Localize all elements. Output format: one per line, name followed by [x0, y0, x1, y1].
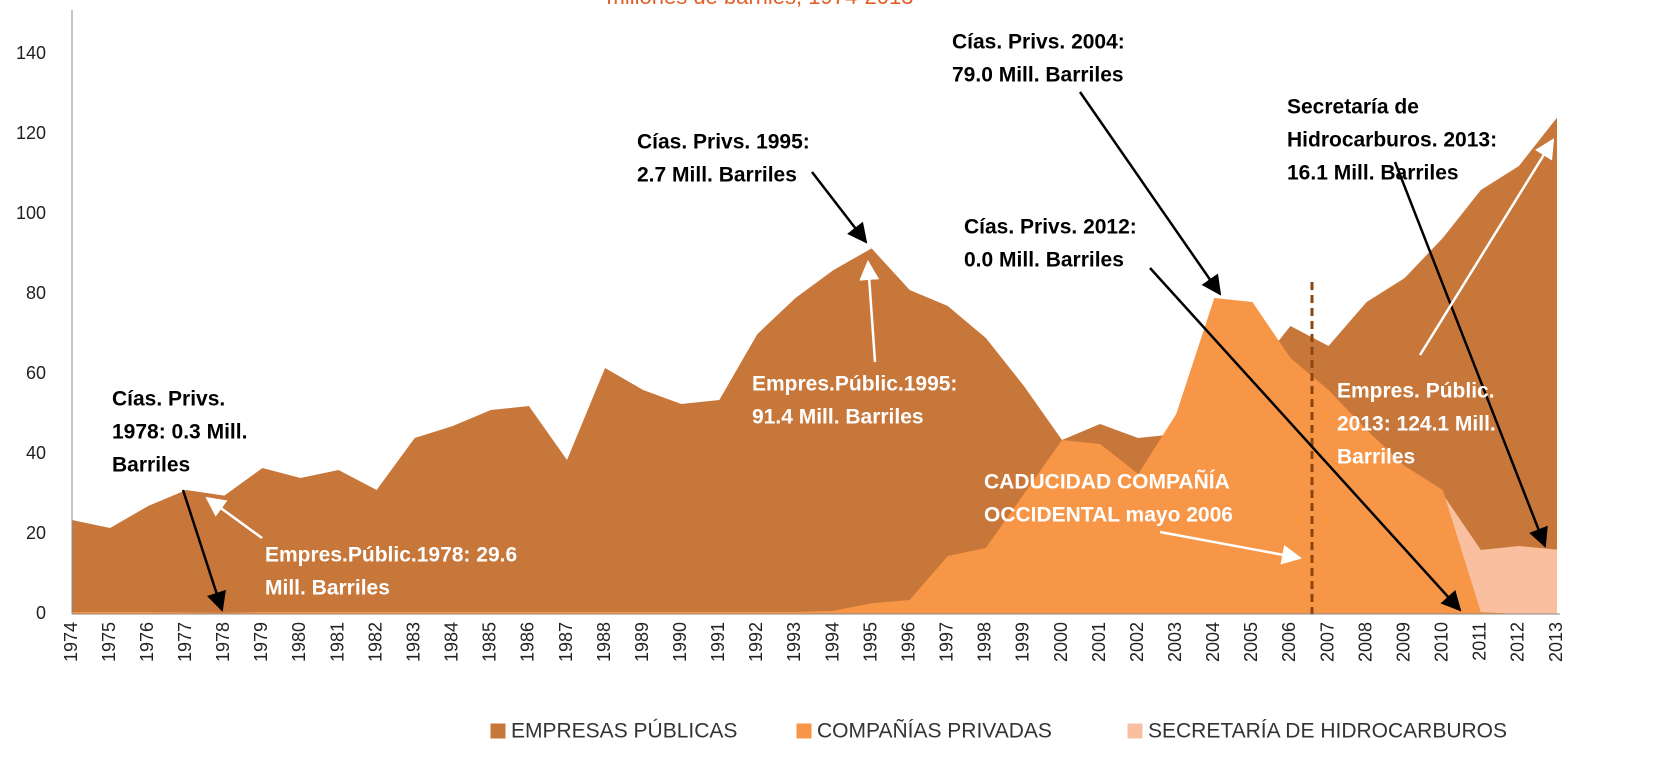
annotation: Cías. Privs. [112, 388, 225, 411]
x-tick-label: 2001 [1089, 622, 1109, 662]
x-tick-label: 2013 [1546, 622, 1566, 662]
x-tick-label: 1995 [860, 622, 880, 662]
x-tick-label: 1983 [403, 622, 423, 662]
annotation: Barriles [1337, 446, 1415, 469]
legend-label: COMPAÑÍAS PRIVADAS [817, 719, 1052, 743]
x-tick-label: 1993 [784, 622, 804, 662]
legend-swatch [796, 723, 812, 739]
x-tick-label: 1992 [746, 622, 766, 662]
annotation: Mill. Barriles [265, 577, 390, 600]
x-tick-label: 1976 [137, 622, 157, 662]
x-tick-label: 1978 [213, 622, 233, 662]
annotation: Cías. Privs. 2004: [952, 31, 1125, 54]
chart-subtitle: millones de barriles, 1974-2013 [607, 0, 914, 9]
legend-label: SECRETARÍA DE HIDROCARBUROS [1148, 720, 1507, 743]
annotation: 16.1 Mill. Barriles [1287, 162, 1459, 185]
plot-area [72, 118, 1557, 614]
y-tick-label: 60 [26, 363, 46, 383]
y-tick-label: 120 [16, 123, 46, 143]
y-tick-label: 40 [26, 443, 46, 463]
x-tick-label: 1999 [1013, 622, 1033, 662]
x-tick-label: 1988 [594, 622, 614, 662]
annotation: 0.0 Mill. Barriles [964, 249, 1124, 272]
x-tick-label: 1980 [289, 622, 309, 662]
annotation: Cías. Privs. 2012: [964, 216, 1137, 239]
x-tick-label: 1997 [937, 622, 957, 662]
annotation: 2.7 Mill. Barriles [637, 164, 797, 187]
x-tick-label: 1986 [518, 622, 538, 662]
x-tick-label: 1977 [175, 622, 195, 662]
x-tick-label: 2011 [1470, 622, 1490, 661]
legend-swatch [490, 723, 506, 739]
y-tick-label: 0 [36, 603, 46, 623]
x-tick-label: 1981 [327, 622, 347, 662]
x-tick-label: 2004 [1203, 622, 1223, 662]
x-tick-label: 1982 [365, 622, 385, 662]
x-tick-label: 1994 [822, 622, 842, 662]
x-tick-label: 1975 [99, 622, 119, 662]
annotation: 2013: 124.1 Mill. [1337, 413, 1496, 436]
x-tick-label: 1996 [898, 622, 918, 662]
arrow [812, 172, 866, 242]
x-tick-label: 2002 [1127, 622, 1147, 662]
x-tick-label: 2009 [1393, 622, 1413, 662]
chart: millones de barriles, 1974-2013 0 20 40 60 8… [0, 0, 1671, 762]
y-tick-label: 100 [16, 203, 46, 223]
x-tick-label: 2005 [1241, 622, 1261, 662]
x-tick-label: 2012 [1508, 622, 1528, 662]
x-tick-label: 1998 [975, 622, 995, 662]
annotation: Cías. Privs. 1995: [637, 131, 810, 154]
x-tick-label: 1979 [251, 622, 271, 662]
annotation: 91.4 Mill. Barriles [752, 406, 924, 429]
x-tick-label: 2003 [1165, 622, 1185, 662]
x-tick-label: 1974 [61, 622, 81, 662]
annotation: Empres.Públic.1978: 29.6 [265, 544, 517, 567]
annotation: OCCIDENTAL mayo 2006 [984, 504, 1233, 527]
x-tick-label: 2010 [1432, 622, 1452, 662]
y-tick-label: 20 [26, 523, 46, 543]
y-tick-label: 80 [26, 283, 46, 303]
annotation: Hidrocarburos. 2013: [1287, 129, 1497, 152]
x-tick-label: 2008 [1355, 622, 1375, 662]
annotation: 79.0 Mill. Barriles [952, 64, 1124, 87]
legend-label: EMPRESAS PÚBLICAS [511, 720, 737, 743]
annotation: Barriles [112, 454, 190, 477]
annotation: Secretaría de [1287, 96, 1419, 119]
legend-swatch [1127, 723, 1143, 739]
annotation: Empres. Públic. [1337, 380, 1495, 403]
x-tick-label: 2007 [1317, 622, 1337, 662]
x-tick-label: 1989 [632, 622, 652, 662]
page: {"chart_data": {"type": "area", "subtitl… [0, 0, 1671, 762]
x-tick-label: 2006 [1279, 622, 1299, 662]
annotation: 1978: 0.3 Mill. [112, 421, 247, 444]
y-tick-label: 140 [16, 43, 46, 63]
x-tick-label: 1990 [670, 622, 690, 662]
x-tick-label: 1987 [556, 622, 576, 662]
annotation: Empres.Públic.1995: [752, 373, 957, 396]
x-tick-label: 1984 [442, 622, 462, 662]
x-tick-label: 1991 [708, 622, 728, 662]
annotation: CADUCIDAD COMPAÑÍA [984, 471, 1230, 494]
x-tick-label: 2000 [1051, 622, 1071, 662]
x-tick-label: 1985 [480, 622, 500, 662]
